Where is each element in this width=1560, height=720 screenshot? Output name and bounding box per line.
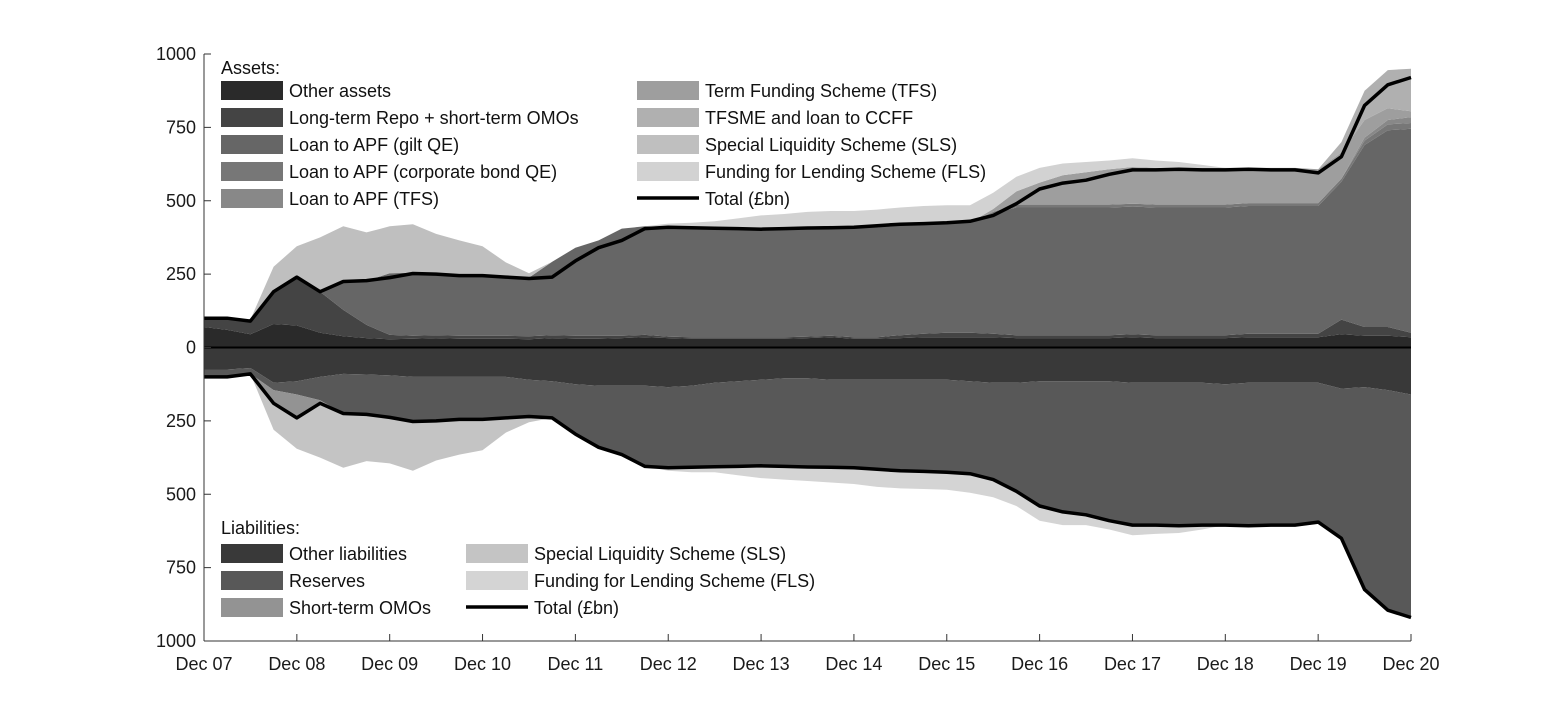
legend-swatch <box>221 598 283 617</box>
legend-label: Other assets <box>289 81 391 101</box>
x-tick-label: Dec 12 <box>640 654 697 674</box>
legend-swatch <box>466 544 528 563</box>
y-tick-label: 250 <box>166 411 196 431</box>
assets-legend-item-3: Loan to APF (corporate bond QE) <box>221 162 557 182</box>
liabilities-legend-item-2: Short-term OMOs <box>221 598 431 618</box>
y-tick-label: 0 <box>186 338 196 358</box>
legend-swatch <box>221 571 283 590</box>
legend-label: Loan to APF (corporate bond QE) <box>289 162 557 182</box>
liability-area-1 <box>204 368 1411 617</box>
legend-swatch <box>221 189 283 208</box>
y-tick-label: 750 <box>166 558 196 578</box>
x-tick-label: Dec 14 <box>825 654 882 674</box>
legend-label: Total (£bn) <box>705 189 790 209</box>
assets-legend-item-6: TFSME and loan to CCFF <box>637 108 913 128</box>
legend-swatch <box>221 81 283 100</box>
liabilities-legend-item-1: Reserves <box>221 571 365 591</box>
x-tick-label: Dec 15 <box>918 654 975 674</box>
liabilities-legend-title: Liabilities: <box>221 518 300 538</box>
assets-legend-item-1: Long-term Repo + short-term OMOs <box>221 108 579 128</box>
liabilities-areas <box>204 347 1411 617</box>
x-tick-label: Dec 18 <box>1197 654 1254 674</box>
legend-swatch <box>221 135 283 154</box>
legend-label: Reserves <box>289 571 365 591</box>
legend-label: Loan to APF (TFS) <box>289 189 439 209</box>
y-axis-ticks: 1000 750 500 250 0 250 500 750 1000 <box>156 44 211 651</box>
asset-area-0 <box>204 324 1411 348</box>
assets-legend: Assets: Other assets Long-term Repo + sho… <box>221 58 986 209</box>
assets-legend-item-9: Total (£bn) <box>637 189 790 209</box>
x-tick-label: Dec 20 <box>1382 654 1439 674</box>
liabilities-legend-item-3: Special Liquidity Scheme (SLS) <box>466 544 786 564</box>
liabilities-legend-item-0: Other liabilities <box>221 544 407 564</box>
legend-label: Funding for Lending Scheme (FLS) <box>705 162 986 182</box>
liabilities-total-line <box>204 372 1412 620</box>
assets-areas <box>204 68 1411 348</box>
y-tick-label: 250 <box>166 264 196 284</box>
y-tick-label: 1000 <box>156 44 196 64</box>
legend-swatch <box>221 108 283 127</box>
legend-swatch <box>637 135 699 154</box>
legend-swatch <box>221 544 283 563</box>
asset-area-1 <box>204 277 1411 340</box>
assets-legend-item-4: Loan to APF (TFS) <box>221 189 439 209</box>
assets-legend-item-8: Funding for Lending Scheme (FLS) <box>637 162 986 182</box>
x-tick-label: Dec 09 <box>361 654 418 674</box>
x-tick-label: Dec 19 <box>1290 654 1347 674</box>
x-tick-label: Dec 07 <box>175 654 232 674</box>
legend-swatch <box>466 571 528 590</box>
x-tick-label: Dec 11 <box>548 654 604 674</box>
x-tick-label: Dec 10 <box>454 654 511 674</box>
assets-legend-item-2: Loan to APF (gilt QE) <box>221 135 459 155</box>
x-axis-ticks: Dec 07 Dec 08 Dec 09 Dec 10 Dec 11 Dec 12 Dec … <box>175 634 1440 674</box>
assets-legend-title: Assets: <box>221 58 280 78</box>
legend-label: Other liabilities <box>289 544 407 564</box>
assets-legend-item-7: Special Liquidity Scheme (SLS) <box>637 135 957 155</box>
legend-swatch <box>637 81 699 100</box>
y-tick-label: 1000 <box>156 631 196 651</box>
legend-label: TFSME and loan to CCFF <box>705 108 913 128</box>
legend-label: Long-term Repo + short-term OMOs <box>289 108 579 128</box>
y-tick-label: 500 <box>166 484 196 504</box>
legend-label: Funding for Lending Scheme (FLS) <box>534 571 815 591</box>
legend-swatch <box>221 162 283 181</box>
y-tick-label: 500 <box>166 191 196 211</box>
x-tick-label: Dec 08 <box>268 654 325 674</box>
assets-legend-item-5: Term Funding Scheme (TFS) <box>637 81 937 101</box>
legend-label: Total (£bn) <box>534 598 619 618</box>
x-tick-label: Dec 16 <box>1011 654 1068 674</box>
liabilities-legend-item-4: Funding for Lending Scheme (FLS) <box>466 571 815 591</box>
legend-label: Term Funding Scheme (TFS) <box>705 81 937 101</box>
legend-label: Special Liquidity Scheme (SLS) <box>705 135 957 155</box>
legend-swatch <box>637 108 699 127</box>
assets-total-line <box>204 75 1412 323</box>
y-tick-label: 750 <box>166 117 196 137</box>
liabilities-legend: Liabilities: Other liabilities Reserves Sh… <box>221 518 815 618</box>
x-tick-label: Dec 13 <box>733 654 790 674</box>
liabilities-legend-item-5: Total (£bn) <box>466 598 619 618</box>
legend-swatch <box>637 162 699 181</box>
legend-label: Short-term OMOs <box>289 598 431 618</box>
legend-label: Special Liquidity Scheme (SLS) <box>534 544 786 564</box>
liability-area-0 <box>204 347 1411 395</box>
legend-label: Loan to APF (gilt QE) <box>289 135 459 155</box>
assets-legend-item-0: Other assets <box>221 81 391 101</box>
x-tick-label: Dec 17 <box>1104 654 1161 674</box>
asset-area-2 <box>204 128 1411 338</box>
